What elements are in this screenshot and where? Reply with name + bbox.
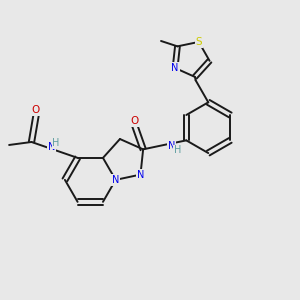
- Text: N: N: [112, 175, 119, 185]
- Text: S: S: [195, 37, 202, 47]
- Text: H: H: [174, 145, 181, 155]
- Text: H: H: [52, 138, 60, 148]
- Text: O: O: [32, 105, 40, 115]
- Text: N: N: [168, 141, 175, 151]
- Text: O: O: [130, 116, 139, 126]
- Text: N: N: [171, 63, 179, 73]
- Text: N: N: [47, 142, 55, 152]
- Text: N: N: [137, 169, 144, 180]
